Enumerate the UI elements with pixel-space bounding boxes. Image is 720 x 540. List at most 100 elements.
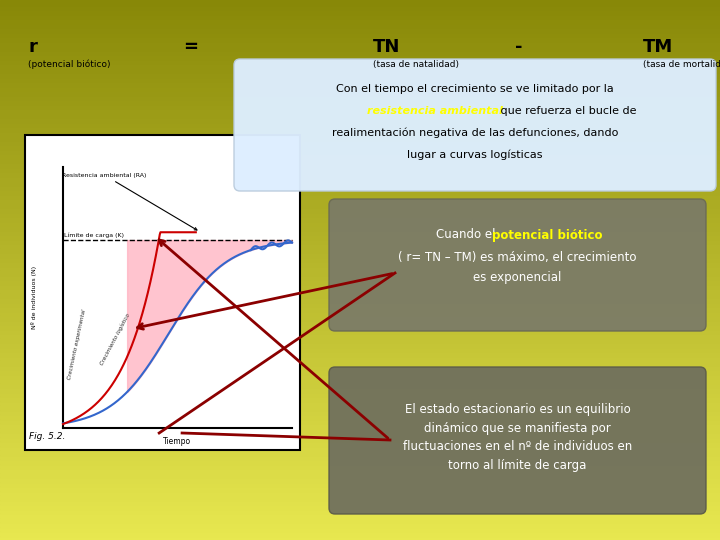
Bar bbox=[0, 4, 720, 9]
Bar bbox=[0, 212, 720, 216]
Bar bbox=[0, 382, 720, 387]
Bar bbox=[0, 450, 720, 455]
Bar bbox=[0, 166, 720, 171]
Bar bbox=[0, 284, 720, 288]
Bar bbox=[0, 90, 720, 94]
Bar bbox=[0, 207, 720, 212]
Bar bbox=[0, 180, 720, 185]
Bar bbox=[0, 252, 720, 256]
Bar bbox=[0, 509, 720, 513]
Bar bbox=[0, 342, 720, 347]
Text: (potencial biótico): (potencial biótico) bbox=[28, 59, 110, 69]
Text: es exponencial: es exponencial bbox=[473, 272, 562, 285]
FancyBboxPatch shape bbox=[329, 367, 706, 514]
Bar bbox=[0, 193, 720, 198]
FancyBboxPatch shape bbox=[25, 135, 300, 450]
Bar bbox=[0, 310, 720, 315]
Bar bbox=[0, 144, 720, 148]
Bar bbox=[0, 261, 720, 266]
Bar bbox=[0, 99, 720, 104]
Bar bbox=[0, 436, 720, 441]
Text: El estado estacionario es un equilibrio
dinámico que se manifiesta por
fluctuaci: El estado estacionario es un equilibrio … bbox=[403, 403, 632, 472]
Bar bbox=[0, 526, 720, 531]
Bar bbox=[0, 171, 720, 176]
Bar bbox=[0, 117, 720, 122]
Bar bbox=[0, 324, 720, 328]
Bar bbox=[0, 490, 720, 495]
Text: (tasa de natalidad): (tasa de natalidad) bbox=[373, 59, 459, 69]
FancyBboxPatch shape bbox=[234, 59, 716, 191]
Text: Nº de individuos (N): Nº de individuos (N) bbox=[31, 266, 37, 329]
Bar bbox=[0, 45, 720, 50]
Bar bbox=[0, 202, 720, 207]
Bar bbox=[0, 131, 720, 135]
Text: Límite de carga (K): Límite de carga (K) bbox=[64, 233, 124, 238]
Bar bbox=[0, 401, 720, 405]
Text: TN: TN bbox=[373, 38, 400, 56]
Bar bbox=[0, 189, 720, 193]
Bar bbox=[0, 126, 720, 131]
Bar bbox=[0, 455, 720, 459]
Text: lugar a curvas logísticas: lugar a curvas logísticas bbox=[408, 150, 543, 160]
Bar bbox=[0, 513, 720, 517]
Bar bbox=[0, 522, 720, 526]
Bar bbox=[0, 531, 720, 536]
FancyBboxPatch shape bbox=[329, 199, 706, 331]
Bar bbox=[0, 364, 720, 369]
Bar bbox=[0, 158, 720, 162]
Bar bbox=[0, 468, 720, 472]
Bar bbox=[0, 387, 720, 392]
Bar bbox=[0, 504, 720, 509]
Bar bbox=[0, 369, 720, 374]
Bar bbox=[0, 122, 720, 126]
Bar bbox=[0, 31, 720, 36]
Bar bbox=[0, 23, 720, 27]
Bar bbox=[0, 517, 720, 522]
Bar bbox=[0, 40, 720, 45]
Bar bbox=[0, 418, 720, 423]
Bar bbox=[0, 392, 720, 396]
Text: Tiempo: Tiempo bbox=[163, 437, 192, 447]
Bar bbox=[0, 315, 720, 320]
Text: r: r bbox=[28, 38, 37, 56]
Bar bbox=[0, 328, 720, 333]
Bar bbox=[0, 198, 720, 202]
Bar bbox=[0, 351, 720, 355]
Bar bbox=[0, 472, 720, 477]
Bar bbox=[0, 50, 720, 54]
Bar bbox=[0, 77, 720, 81]
Bar bbox=[0, 68, 720, 72]
Bar bbox=[0, 347, 720, 351]
Bar bbox=[0, 301, 720, 306]
Bar bbox=[0, 279, 720, 284]
Bar bbox=[0, 266, 720, 270]
Bar bbox=[0, 58, 720, 63]
Bar bbox=[0, 108, 720, 112]
Text: Crecimiento logístico: Crecimiento logístico bbox=[99, 313, 131, 366]
Text: Fig. 5.2.: Fig. 5.2. bbox=[29, 432, 66, 441]
Bar bbox=[0, 256, 720, 261]
Bar bbox=[0, 148, 720, 153]
Bar bbox=[0, 495, 720, 500]
Text: Crecimiento experimental: Crecimiento experimental bbox=[67, 309, 87, 380]
Bar bbox=[0, 423, 720, 428]
Bar bbox=[0, 14, 720, 18]
Bar bbox=[0, 72, 720, 77]
Bar bbox=[0, 288, 720, 293]
Bar bbox=[0, 270, 720, 274]
Bar bbox=[0, 36, 720, 40]
Bar bbox=[0, 409, 720, 414]
Bar bbox=[0, 274, 720, 279]
Text: -: - bbox=[515, 38, 523, 56]
Bar bbox=[0, 94, 720, 99]
Bar bbox=[0, 27, 720, 31]
Bar bbox=[0, 333, 720, 338]
Bar bbox=[0, 0, 720, 4]
Bar bbox=[0, 463, 720, 468]
Bar bbox=[0, 500, 720, 504]
Bar bbox=[0, 247, 720, 252]
Bar bbox=[0, 139, 720, 144]
Text: que refuerza el bucle de: que refuerza el bucle de bbox=[497, 106, 636, 116]
Bar bbox=[0, 185, 720, 189]
Bar bbox=[0, 378, 720, 382]
